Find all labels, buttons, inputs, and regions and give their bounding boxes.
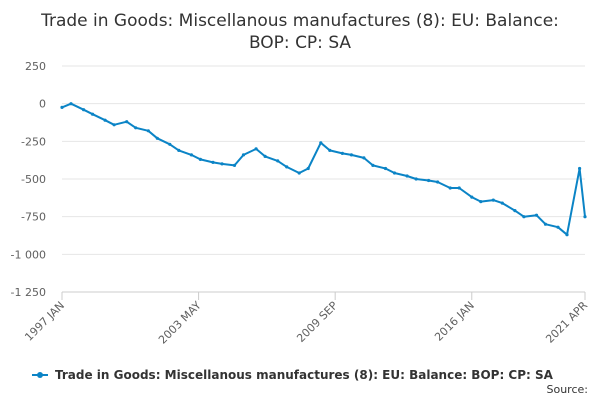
data-point-38[interactable] [470,195,474,199]
data-point-27[interactable] [349,153,353,157]
y-tick-label-0: 250 [25,60,46,73]
y-tick-label-4: -750 [21,211,46,224]
x-tick-label-4: 2021 APR [543,299,590,346]
data-point-40[interactable] [491,198,495,202]
data-point-33[interactable] [414,177,418,181]
data-point-9[interactable] [155,136,159,140]
data-point-26[interactable] [340,151,344,155]
source-label: Source: [547,383,589,396]
chart-title-line-2: BOP: CP: SA [249,33,351,53]
x-axis-ticks: 1997 JAN 2003 MAY 2009 SEP 2016 JAN 2021 APR [22,291,590,347]
data-point-42[interactable] [513,209,517,213]
legend[interactable]: Trade in Goods: Miscellanous manufacture… [32,368,554,382]
data-point-28[interactable] [362,156,366,160]
data-point-0[interactable] [60,105,64,109]
grid-lines [62,65,585,293]
data-point-31[interactable] [392,171,397,175]
data-point-24[interactable] [319,141,323,145]
x-tick-label-1: 2003 MAY [156,299,204,347]
data-point-10[interactable] [168,142,172,146]
data-point-45[interactable] [543,222,548,226]
data-point-41[interactable] [500,201,504,205]
data-point-17[interactable] [241,153,246,157]
data-point-8[interactable] [146,129,150,133]
data-point-16[interactable] [232,163,237,167]
x-tick-label-3: 2016 JAN [432,299,477,344]
data-point-7[interactable] [134,126,138,130]
y-axis-ticks: 250 0 -250 -500 -750 -1 000 -1 250 [11,60,46,299]
data-point-39[interactable] [479,200,483,204]
series-line-0[interactable] [61,102,586,236]
data-point-1[interactable] [69,102,73,106]
data-point-12[interactable] [189,153,193,157]
data-point-48[interactable] [578,166,582,171]
chart-title-line-1: Trade in Goods: Miscellanous manufacture… [40,11,559,31]
data-point-14[interactable] [211,160,215,164]
data-point-43[interactable] [522,215,526,219]
data-point-29[interactable] [371,163,375,167]
x-tick-label-0: 1997 JAN [22,299,67,344]
data-point-37[interactable] [457,186,461,190]
data-point-36[interactable] [448,186,452,190]
data-point-6[interactable] [125,120,129,124]
legend-item-label: Trade in Goods: Miscellanous manufacture… [55,368,554,382]
data-point-32[interactable] [405,174,409,178]
data-point-20[interactable] [276,159,280,163]
data-point-34[interactable] [427,178,431,183]
legend-marker-icon [37,372,43,378]
y-tick-label-2: -250 [21,135,46,148]
data-point-49[interactable] [583,215,587,219]
data-point-3[interactable] [91,112,95,116]
data-point-13[interactable] [198,157,202,161]
data-point-11[interactable] [177,148,181,152]
data-point-21[interactable] [285,165,289,169]
y-tick-label-5: -1 000 [11,248,46,261]
data-point-35[interactable] [436,180,440,184]
data-point-46[interactable] [556,225,560,229]
data-point-44[interactable] [534,213,539,217]
y-tick-label-1: 0 [39,98,46,111]
y-tick-label-6: -1 250 [11,286,46,299]
data-point-5[interactable] [112,123,116,127]
data-point-23[interactable] [306,166,310,171]
data-point-19[interactable] [263,154,267,158]
data-point-15[interactable] [220,162,224,166]
data-point-4[interactable] [103,118,107,122]
x-tick-label-2: 2009 SEP [294,299,340,345]
data-point-25[interactable] [328,148,332,152]
data-point-18[interactable] [254,147,258,151]
data-point-2[interactable] [82,108,86,112]
series-layer [60,102,587,237]
y-tick-label-3: -500 [21,173,46,186]
data-point-47[interactable] [565,233,569,237]
data-point-22[interactable] [297,171,301,175]
data-point-30[interactable] [383,166,388,171]
